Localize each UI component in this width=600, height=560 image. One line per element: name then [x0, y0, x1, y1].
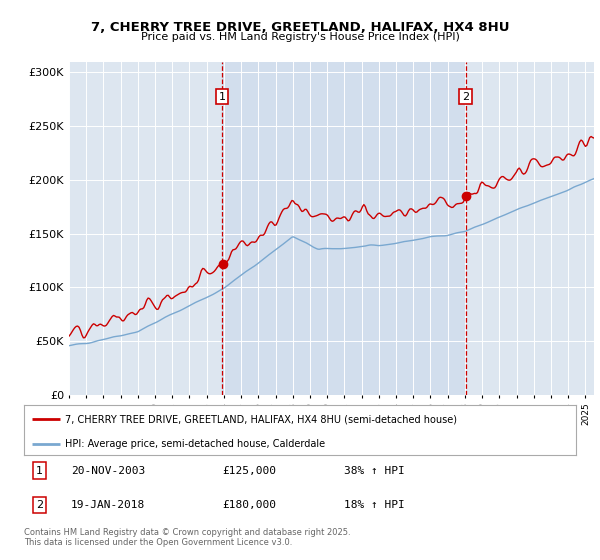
- Text: Price paid vs. HM Land Registry's House Price Index (HPI): Price paid vs. HM Land Registry's House …: [140, 32, 460, 43]
- Text: 1: 1: [218, 92, 226, 101]
- Text: £125,000: £125,000: [223, 465, 277, 475]
- Text: 1: 1: [36, 465, 43, 475]
- Bar: [222, 62, 466, 395]
- Text: HPI: Average price, semi-detached house, Calderdale: HPI: Average price, semi-detached house,…: [65, 439, 326, 449]
- Text: 7, CHERRY TREE DRIVE, GREETLAND, HALIFAX, HX4 8HU: 7, CHERRY TREE DRIVE, GREETLAND, HALIFAX…: [91, 21, 509, 34]
- Text: 38% ↑ HPI: 38% ↑ HPI: [344, 465, 405, 475]
- Text: 7, CHERRY TREE DRIVE, GREETLAND, HALIFAX, HX4 8HU (semi-detached house): 7, CHERRY TREE DRIVE, GREETLAND, HALIFAX…: [65, 414, 457, 424]
- Text: 18% ↑ HPI: 18% ↑ HPI: [344, 500, 405, 510]
- Text: 2: 2: [462, 92, 469, 101]
- Text: £180,000: £180,000: [223, 500, 277, 510]
- Text: 2: 2: [36, 500, 43, 510]
- Text: Contains HM Land Registry data © Crown copyright and database right 2025.
This d: Contains HM Land Registry data © Crown c…: [24, 528, 350, 547]
- Text: 19-JAN-2018: 19-JAN-2018: [71, 500, 145, 510]
- Text: 20-NOV-2003: 20-NOV-2003: [71, 465, 145, 475]
